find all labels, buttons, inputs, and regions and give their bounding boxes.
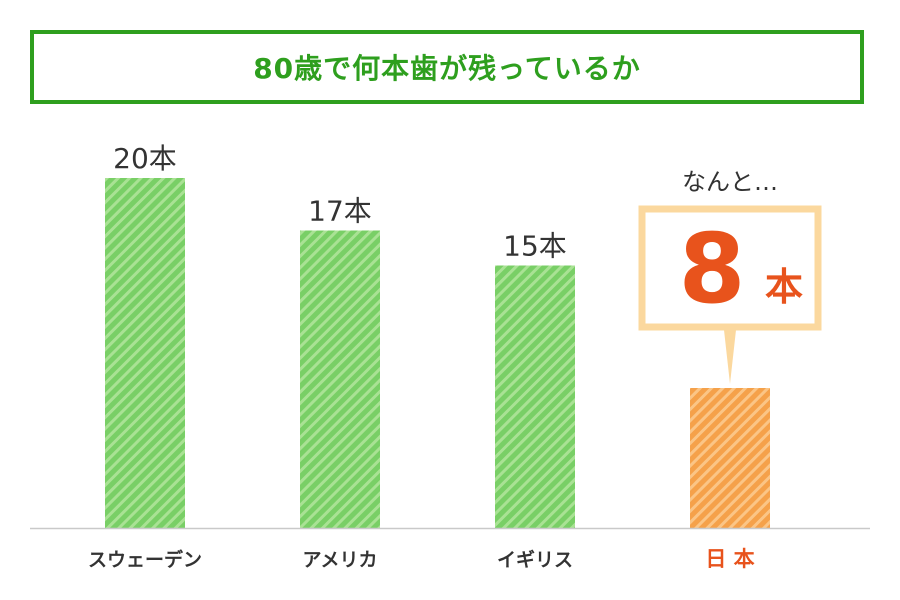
callout-value: 8 [679,213,746,325]
callout-box [638,205,822,331]
category-label-1: スウェーデン [88,548,202,571]
category-label-2: アメリカ [302,549,377,571]
callout-pointer [724,330,736,384]
callout-intro-text: なんと… [682,168,778,196]
bar-1 [105,178,185,528]
bar-2 [300,230,380,528]
chart-title-box: 80歳で何本歯が残っているか [30,30,864,104]
chart-title: 80歳で何本歯が残っているか [253,52,641,85]
category-label-4: 日 本 [705,547,754,571]
value-label-2: 17本 [308,195,372,228]
bar-4 [690,388,770,528]
callout-unit: 本 [765,265,803,309]
bar-3 [495,265,575,528]
category-label-3: イギリス [497,549,573,571]
value-label-3: 15本 [503,230,567,263]
value-label-1: 20本 [113,142,177,175]
